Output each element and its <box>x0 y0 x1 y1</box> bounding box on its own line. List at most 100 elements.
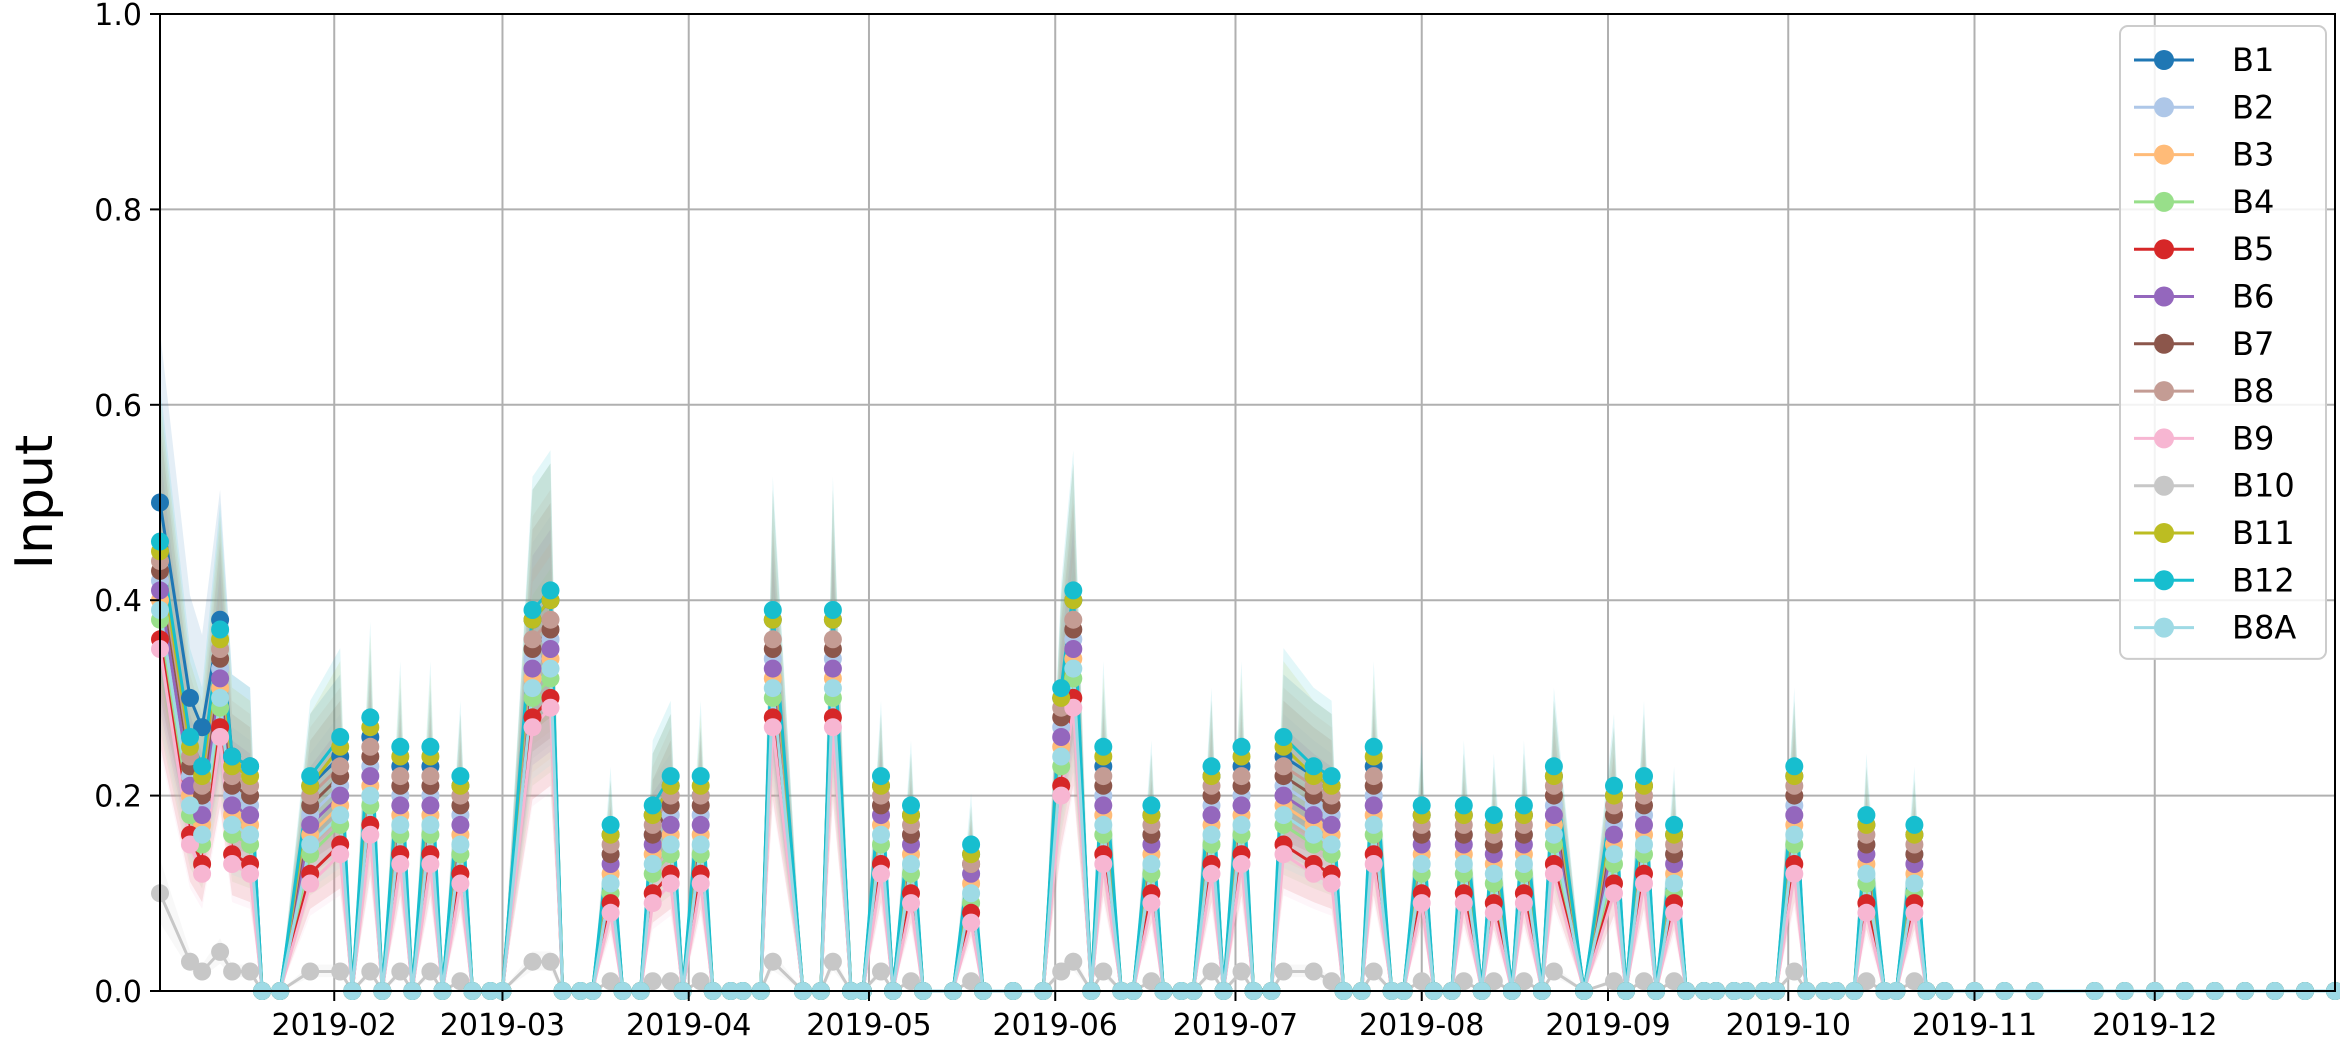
point-b8a <box>1905 874 1924 893</box>
point-b9 <box>1052 786 1071 805</box>
point-b1 <box>181 688 199 707</box>
point-b6 <box>1052 728 1071 746</box>
point-b8a <box>1412 855 1431 873</box>
point-b10 <box>872 962 890 981</box>
point-b10 <box>1514 972 1533 991</box>
point-b9 <box>193 864 212 883</box>
legend-swatch-marker <box>2154 333 2174 354</box>
point-b8a <box>1304 825 1323 844</box>
point-b6 <box>391 796 410 815</box>
point-b9 <box>1785 864 1804 883</box>
point-b10 <box>1232 962 1251 981</box>
point-b9 <box>691 874 710 893</box>
point-b12 <box>1484 806 1503 825</box>
point-b12 <box>1322 767 1341 786</box>
point-b8a <box>1142 855 1161 873</box>
point-b8a <box>1544 825 1563 844</box>
point-b8a <box>391 815 410 834</box>
point-b10 <box>1094 962 1113 981</box>
point-b8 <box>763 630 782 649</box>
point-b12 <box>1454 796 1473 815</box>
point-b8a <box>1232 815 1251 834</box>
point-b10 <box>1857 972 1876 991</box>
point-b9 <box>1905 903 1924 922</box>
point-b6 <box>241 806 260 825</box>
point-b10 <box>331 962 350 981</box>
point-b9 <box>661 874 680 893</box>
point-b9 <box>1484 903 1503 922</box>
point-b8a <box>301 835 320 854</box>
point-b8a <box>541 659 560 678</box>
point-b8a <box>643 855 662 873</box>
plot-frame <box>159 13 2336 992</box>
x-tick-label: 2019-04 <box>626 1008 751 1043</box>
y-tick-label: 0.2 <box>94 780 142 815</box>
y-tick-label: 0.6 <box>94 389 142 424</box>
legend-swatch-marker <box>2154 381 2174 402</box>
y-axis-ticks: 0.0 0.2 0.4 0.6 0.8 1.0 <box>94 0 160 1010</box>
point-b9 <box>1665 903 1684 922</box>
point-b12 <box>1905 815 1924 834</box>
point-b10 <box>1304 962 1323 981</box>
point-b9 <box>1202 864 1221 883</box>
point-b8 <box>421 767 440 786</box>
point-b8a <box>601 874 620 893</box>
point-b12 <box>691 767 710 786</box>
point-b12 <box>1202 757 1221 776</box>
point-b10 <box>523 952 542 971</box>
legend-swatch-marker <box>2154 617 2174 638</box>
point-b12 <box>1142 796 1161 815</box>
point-b9 <box>523 718 542 737</box>
point-b10 <box>301 962 320 981</box>
x-tick-label: 2019-08 <box>1359 1008 1484 1043</box>
point-b12 <box>241 757 260 776</box>
point-b9 <box>823 718 842 737</box>
y-axis-label: Input <box>5 435 65 570</box>
point-b8a <box>361 786 380 805</box>
point-b10 <box>211 942 230 961</box>
point-b12 <box>211 620 230 639</box>
point-b12 <box>301 767 320 786</box>
point-b12 <box>391 737 410 756</box>
point-b10 <box>1905 972 1924 991</box>
point-b9 <box>391 855 410 873</box>
point-b9 <box>601 903 620 922</box>
series-points <box>151 493 2340 1000</box>
point-b8a <box>1605 845 1623 864</box>
point-b8a <box>902 855 920 873</box>
x-axis-ticks: 2019-02 2019-03 2019-04 2019-05 2019-06 2019-… <box>272 991 2217 1043</box>
point-b12 <box>1605 776 1623 795</box>
point-b12 <box>823 601 842 619</box>
legend-swatch-marker <box>2154 523 2174 543</box>
point-b8a <box>211 688 230 707</box>
legend-swatch-marker <box>2154 239 2174 260</box>
point-b8a <box>181 796 199 815</box>
point-b6 <box>523 659 542 678</box>
point-b9 <box>1064 698 1083 717</box>
point-b12 <box>331 728 350 746</box>
point-b10 <box>1412 972 1431 991</box>
point-b8 <box>1094 767 1113 786</box>
point-b12 <box>1665 815 1684 834</box>
point-b6 <box>451 815 470 834</box>
point-b12 <box>1785 757 1804 776</box>
point-b8a <box>1274 806 1293 825</box>
point-b9 <box>1635 874 1653 893</box>
point-b8a <box>962 884 981 903</box>
point-b8 <box>361 737 380 756</box>
point-b6 <box>1364 796 1383 815</box>
point-b6 <box>223 796 242 815</box>
point-b8 <box>1364 767 1383 786</box>
point-b12 <box>421 737 440 756</box>
point-b12 <box>1304 757 1323 776</box>
y-tick-label: 0.4 <box>94 584 142 619</box>
point-b9 <box>241 864 260 883</box>
point-b12 <box>1274 728 1293 746</box>
legend-label: B8A <box>2232 609 2296 647</box>
point-b8a <box>661 835 680 854</box>
point-b9 <box>1605 884 1623 903</box>
point-b10 <box>1454 972 1473 991</box>
point-b10 <box>1785 962 1804 981</box>
point-b9 <box>1514 894 1533 913</box>
point-b9 <box>1304 864 1323 883</box>
